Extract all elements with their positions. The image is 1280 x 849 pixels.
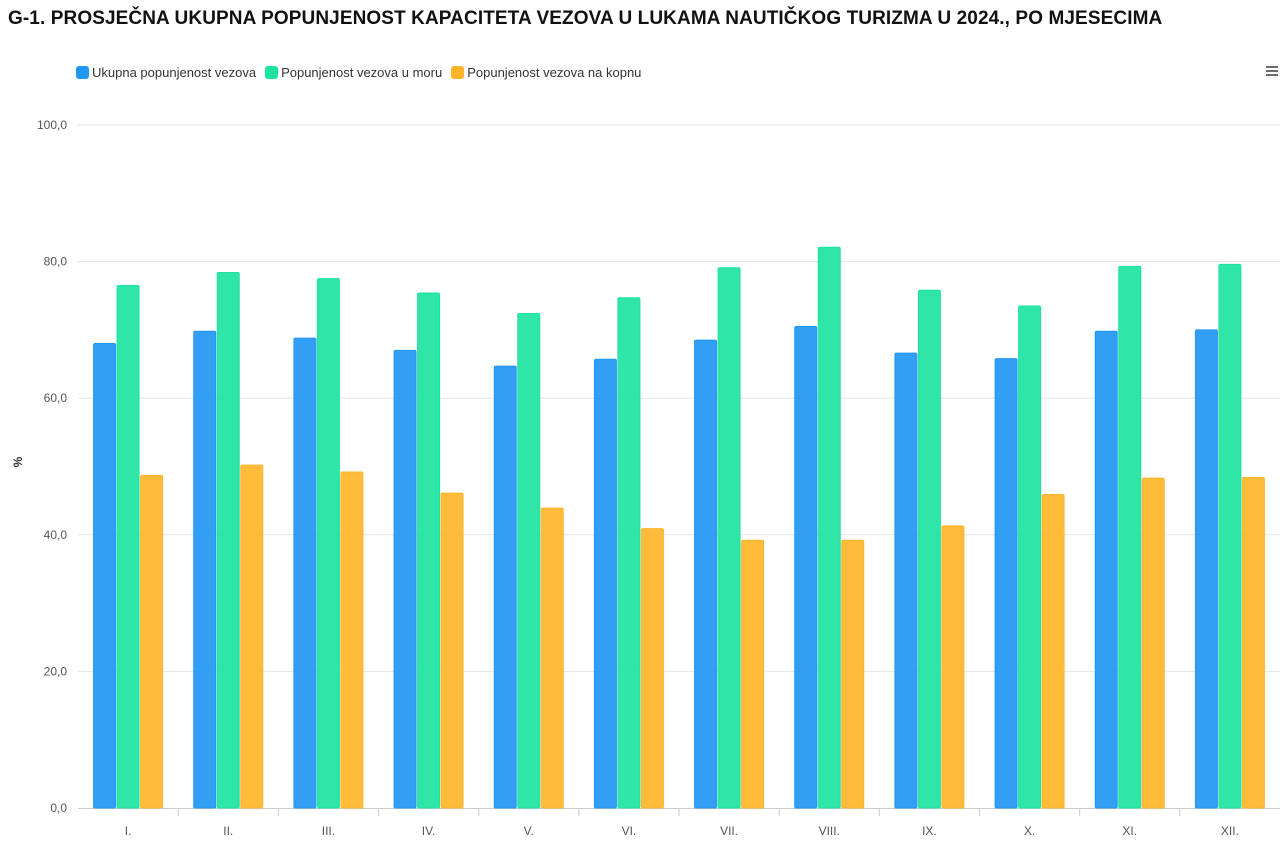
bar-sea xyxy=(517,313,541,809)
bar-land xyxy=(741,539,765,809)
bar-land xyxy=(440,492,464,809)
bar-total xyxy=(93,343,117,809)
legend-label-land: Popunjenost vezova na kopnu xyxy=(467,65,642,80)
y-tick-label: 100,0 xyxy=(37,118,67,132)
bar-sea xyxy=(1018,305,1042,809)
x-tick-label: II. xyxy=(223,824,233,838)
x-tick-label: VII. xyxy=(720,824,738,838)
bar-sea xyxy=(1118,265,1142,809)
y-tick-label: 80,0 xyxy=(44,255,68,269)
x-tick-label: VI. xyxy=(622,824,637,838)
bar-sea xyxy=(717,267,741,809)
bar-land xyxy=(941,525,965,809)
bar-land xyxy=(240,464,264,809)
x-tick-label: I. xyxy=(125,824,132,838)
bar-land xyxy=(1041,494,1065,809)
bar-total xyxy=(493,365,517,809)
hamburger-menu-icon[interactable] xyxy=(1266,64,1278,78)
x-tick-label: IX. xyxy=(922,824,937,838)
bar-land xyxy=(140,474,164,809)
chart-legend: Ukupna popunjenost vezova Popunjenost ve… xyxy=(76,65,650,80)
legend-item-total[interactable]: Ukupna popunjenost vezova xyxy=(76,65,256,80)
x-tick-label: IV. xyxy=(422,824,436,838)
y-tick-label: 0,0 xyxy=(50,801,67,815)
bar-land xyxy=(540,507,564,809)
y-tick-label: 60,0 xyxy=(44,391,68,405)
y-axis-label: % xyxy=(11,456,25,467)
bar-sea xyxy=(917,289,941,809)
y-tick-label: 20,0 xyxy=(44,664,68,678)
bar-total xyxy=(593,358,617,809)
y-tick-label: 40,0 xyxy=(44,528,68,542)
bar-sea xyxy=(316,278,340,809)
legend-swatch-sea xyxy=(265,66,279,79)
bar-total xyxy=(994,358,1018,809)
legend-item-land[interactable]: Popunjenost vezova na kopnu xyxy=(451,65,641,80)
legend-swatch-land xyxy=(451,66,465,79)
bar-sea xyxy=(116,285,140,809)
bar-land xyxy=(1241,476,1265,809)
bar-land xyxy=(841,539,865,809)
bar-total xyxy=(193,330,217,809)
chart-title: G-1. PROSJEČNA UKUPNA POPUNJENOST KAPACI… xyxy=(8,8,1163,29)
legend-label-sea: Popunjenost vezova u moru xyxy=(281,65,443,80)
x-tick-label: V. xyxy=(524,824,534,838)
bar-total xyxy=(293,337,317,809)
x-tick-label: XII. xyxy=(1221,824,1239,838)
bar-sea xyxy=(417,292,441,809)
x-tick-label: XI. xyxy=(1122,824,1137,838)
bar-total xyxy=(794,325,818,809)
bar-total xyxy=(1094,330,1118,809)
x-tick-label: III. xyxy=(322,824,335,838)
legend-label-total: Ukupna popunjenost vezova xyxy=(92,65,257,80)
bar-total xyxy=(694,339,718,809)
bar-land xyxy=(340,471,364,809)
bar-sea xyxy=(617,297,641,809)
bar-sea xyxy=(1218,263,1242,809)
bar-total xyxy=(393,349,417,809)
x-tick-label: X. xyxy=(1024,824,1035,838)
x-tick-label: VIII. xyxy=(819,824,840,838)
bar-sea xyxy=(216,272,240,809)
bar-sea xyxy=(817,246,841,809)
legend-swatch-total xyxy=(76,66,89,79)
bar-land xyxy=(1141,477,1165,809)
legend-item-sea[interactable]: Popunjenost vezova u moru xyxy=(265,65,442,80)
bar-total xyxy=(894,352,918,809)
bar-land xyxy=(640,528,664,809)
bar-total xyxy=(1194,329,1218,809)
